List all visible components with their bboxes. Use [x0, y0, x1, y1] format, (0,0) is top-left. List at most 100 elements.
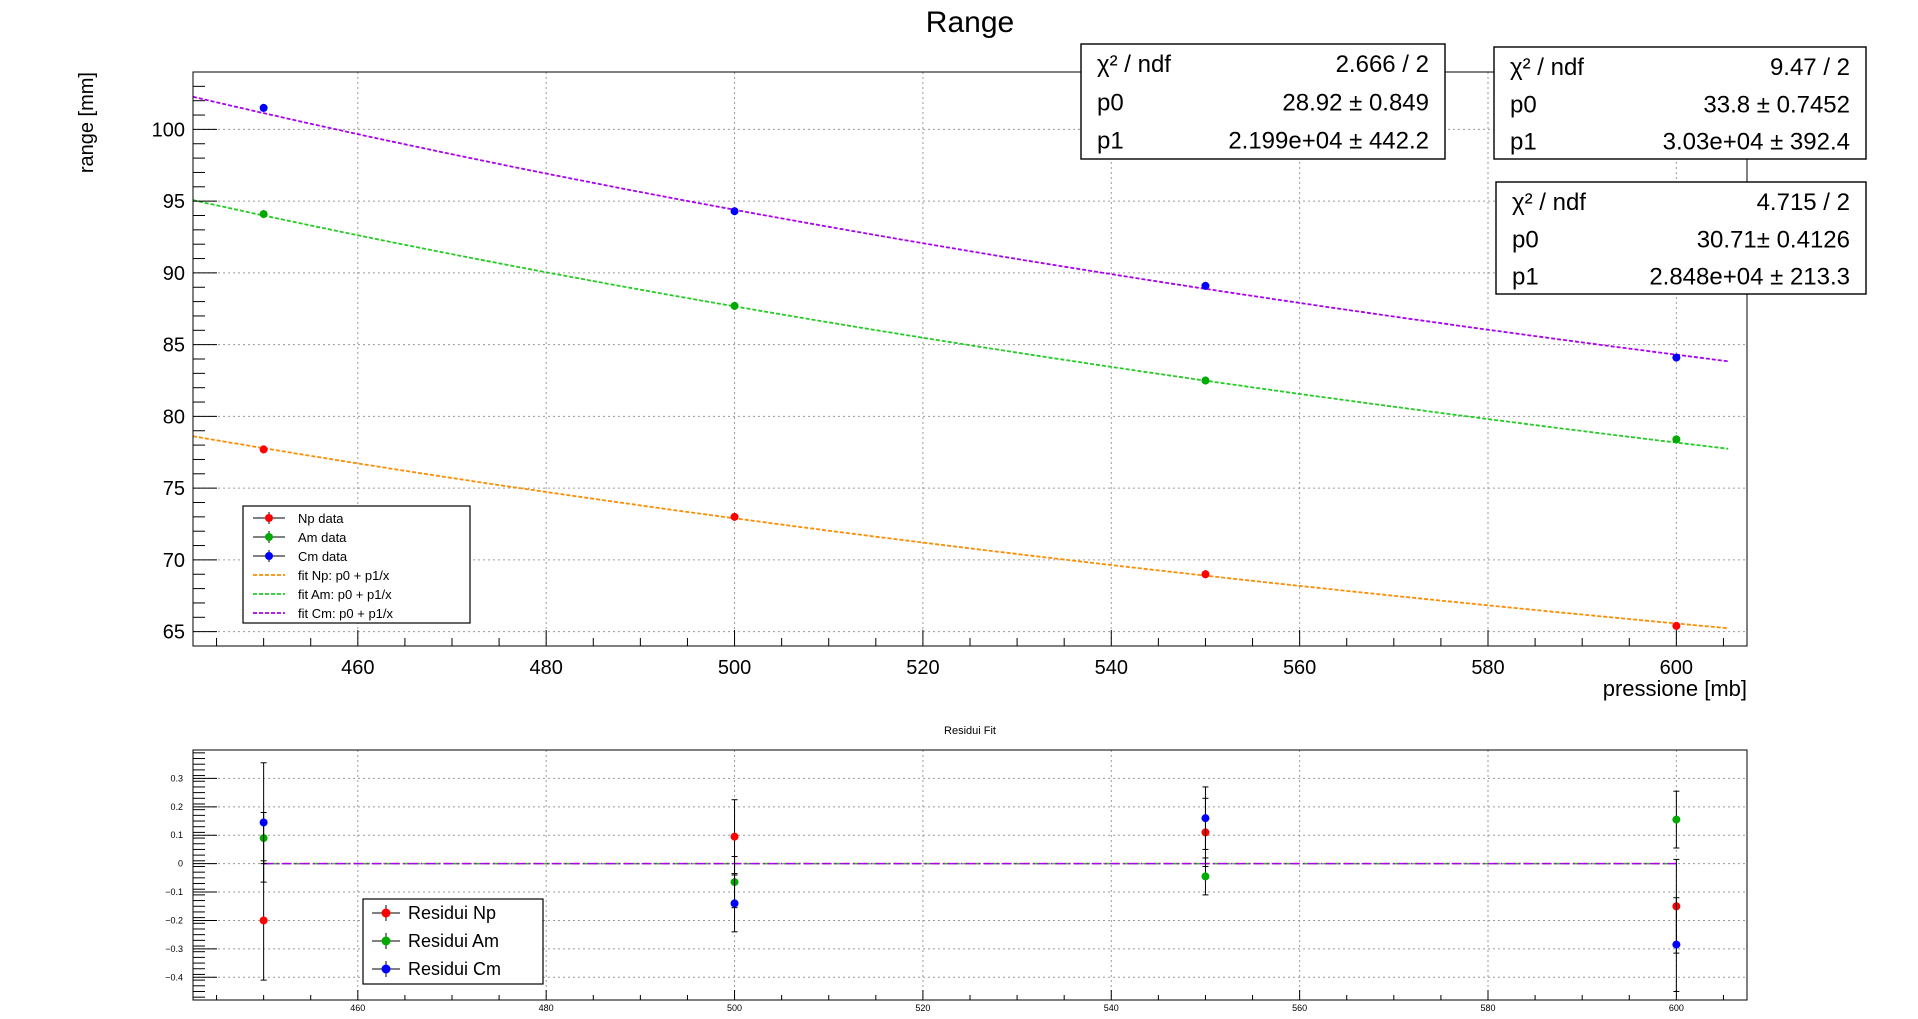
data-point: [1672, 435, 1681, 444]
fit-stat-boxes: χ² / ndf 2.666 / 2 p0 28.92 ± 0.849 p1 2.199e…: [1080, 43, 1867, 295]
legend-label: fit Np: p0 + p1/x: [298, 568, 390, 583]
residual-x-tick-label: 560: [1292, 1003, 1307, 1013]
main-y-tick-label: 65: [163, 622, 185, 644]
residual-y-tick-label: −0.3: [165, 944, 183, 954]
fit-stat-box: [1493, 46, 1867, 160]
residual-point: [1672, 940, 1681, 949]
fit-curve: [192, 95, 1729, 363]
main-chart: Range 460 480 500 520 540 560 580 600 65 70 75 80 85…: [76, 6, 1867, 701]
main-x-tick-label: 480: [529, 657, 562, 679]
residual-legend-label: Residui Am: [408, 931, 499, 951]
residual-x-tick-label: 500: [727, 1003, 742, 1013]
fit-stat-value: 2.666 / 2: [1336, 51, 1429, 78]
residual-y-tick-label: 0: [178, 859, 183, 869]
residual-point: [730, 899, 739, 908]
residual-x-tick-label: 480: [539, 1003, 554, 1013]
main-chart-title: Range: [926, 6, 1014, 39]
legend-marker: [265, 533, 273, 541]
data-point: [730, 512, 739, 521]
data-point: [1201, 376, 1210, 385]
main-x-tick-label: 600: [1660, 657, 1693, 679]
fit-curve: [192, 199, 1729, 450]
fit-stat-name: p1: [1510, 129, 1537, 156]
main-y-tick-label: 80: [163, 406, 185, 428]
fit-stat-name: p0: [1097, 89, 1124, 116]
main-y-tick-label: 90: [163, 263, 185, 285]
fit-stat-name: χ² / ndf: [1510, 54, 1584, 81]
main-y-tick-label: 95: [163, 191, 185, 213]
residual-data-points: [259, 762, 1681, 992]
fit-stat-name: p1: [1512, 264, 1539, 291]
fit-curve: [192, 435, 1729, 630]
data-point: [259, 210, 268, 219]
data-point: [1672, 621, 1681, 630]
main-y-tick-label: 100: [152, 119, 185, 141]
data-point: [259, 103, 268, 112]
fit-stat-value: 4.715 / 2: [1757, 189, 1850, 216]
fit-stat-box: [1080, 43, 1446, 160]
main-fit-curves: [192, 95, 1729, 630]
legend-marker: [265, 552, 273, 560]
residual-x-tick-label: 600: [1669, 1003, 1684, 1013]
residual-x-tick-label: 540: [1104, 1003, 1119, 1013]
fit-stat-name: p0: [1512, 226, 1539, 253]
fit-stat-name: p0: [1510, 91, 1537, 118]
residual-y-tick-label: 0.2: [170, 802, 183, 812]
data-point: [259, 445, 268, 454]
residual-point: [1201, 814, 1210, 823]
residual-y-tick-label: 0.3: [170, 773, 183, 783]
fit-stat-value: 3.03e+04 ± 392.4: [1663, 129, 1850, 156]
residual-point: [1201, 872, 1210, 881]
data-point: [730, 301, 739, 310]
residual-legend-label: Residui Cm: [408, 959, 501, 979]
fit-stat-value: 9.47 / 2: [1770, 54, 1850, 81]
main-x-tick-label: 560: [1283, 657, 1316, 679]
residual-chart-title: Residui Fit: [944, 725, 996, 737]
fit-stat-name: p1: [1097, 128, 1124, 155]
main-x-tick-label: 460: [341, 657, 374, 679]
residual-x-tick-label: 520: [915, 1003, 930, 1013]
data-point: [1201, 281, 1210, 290]
residual-legend: Residui Np Residui Am Residui Cm: [362, 898, 544, 985]
residual-legend-marker: [381, 964, 391, 974]
fit-stat-name: χ² / ndf: [1512, 189, 1586, 216]
residual-y-tick-label: −0.2: [165, 915, 183, 925]
fit-stat-box: [1495, 181, 1867, 295]
main-x-tick-label: 540: [1095, 657, 1128, 679]
residual-x-tick-label: 460: [350, 1003, 365, 1013]
residual-y-tick-label: 0.1: [170, 830, 183, 840]
residual-point: [1672, 815, 1681, 824]
residual-point: [259, 818, 268, 827]
residual-point: [259, 916, 268, 925]
fit-stat-value: 30.71± 0.4126: [1697, 226, 1850, 253]
data-point: [1672, 353, 1681, 362]
legend-label: Am data: [298, 530, 347, 545]
main-x-tick-label: 580: [1471, 657, 1504, 679]
residual-x-tick-label: 580: [1480, 1003, 1495, 1013]
residual-legend-marker: [381, 936, 391, 946]
residual-y-tick-label: −0.4: [165, 972, 183, 982]
fit-stat-value: 33.8 ± 0.7452: [1703, 91, 1850, 118]
residual-axes: 460 480 500 520 540 560 580 600 0.3 0.2 0.1 0 −0.1 −0…: [165, 752, 1724, 1013]
main-y-tick-label: 85: [163, 335, 185, 357]
residual-legend-label: Residui Np: [408, 903, 496, 923]
main-legend-box: [242, 505, 471, 624]
legend-label: fit Am: p0 + p1/x: [298, 587, 392, 602]
main-y-tick-label: 75: [163, 478, 185, 500]
data-point: [730, 207, 739, 216]
legend-label: Cm data: [298, 549, 348, 564]
main-y-axis-label: range [mm]: [76, 72, 98, 173]
residual-legend-marker: [381, 908, 391, 918]
main-y-tick-label: 70: [163, 550, 185, 572]
data-point: [1201, 570, 1210, 579]
residual-y-tick-label: −0.1: [165, 887, 183, 897]
legend-label: Np data: [298, 511, 344, 526]
main-x-tick-label: 500: [718, 657, 751, 679]
fit-stat-value: 2.848e+04 ± 213.3: [1649, 264, 1850, 291]
main-legend: Np data Am data Cm data fit Np: p0 + p1/x fi…: [242, 505, 471, 624]
legend-marker: [265, 514, 273, 522]
residual-point: [730, 832, 739, 841]
residual-chart: Residui Fit 460 480 500 520 540 560 580 600 0.3 0…: [165, 725, 1748, 1013]
legend-label: fit Cm: p0 + p1/x: [298, 606, 394, 621]
